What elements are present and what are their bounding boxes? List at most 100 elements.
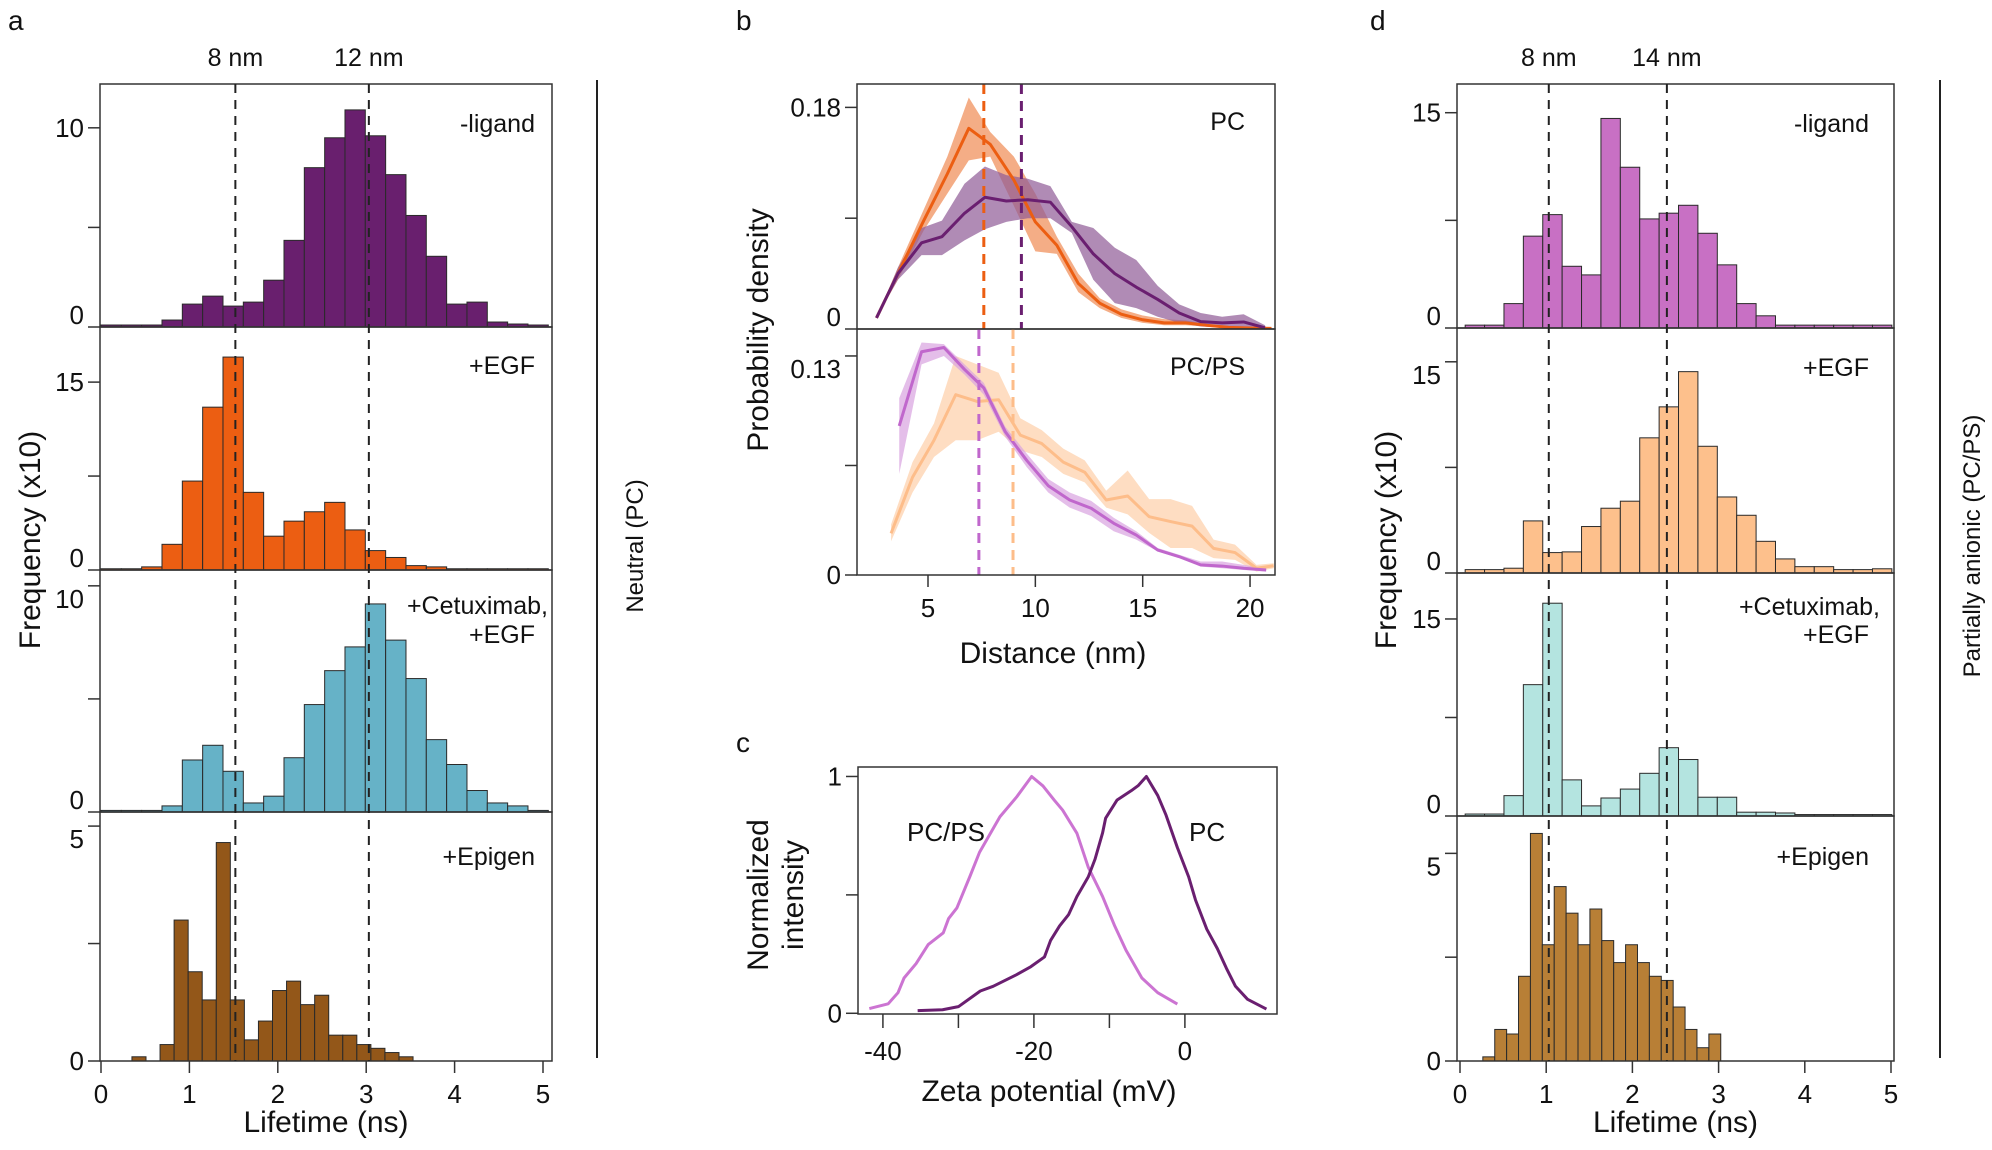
series-line [868, 774, 1179, 1011]
subplot-label: PC/PS [1170, 353, 1245, 381]
histogram-bar [1542, 214, 1563, 329]
histogram-bar [181, 480, 204, 571]
subplot-1: PC/PS [845, 328, 1276, 576]
tick-label: 0 [1427, 301, 1441, 331]
panel-letter: b [736, 5, 752, 36]
histogram-bar [222, 770, 244, 813]
tick-label: 4 [447, 1079, 461, 1109]
histogram-0: -ligand [1445, 83, 1895, 329]
histogram-bar [286, 980, 302, 1062]
histogram-bar [1581, 526, 1602, 574]
y-axis-label: Normalized [742, 819, 775, 971]
histogram-bar [1577, 944, 1591, 1062]
histogram-bar [181, 303, 204, 328]
subplot-0: PC [845, 83, 1276, 330]
tick-label: 3 [359, 1079, 373, 1109]
tick-label: 0 [94, 1079, 108, 1109]
histogram-bar [1529, 832, 1543, 1062]
histogram-bar [222, 305, 244, 328]
tick-label: 15 [1412, 604, 1441, 634]
tick-label: 10 [55, 584, 84, 614]
histogram-bar [1716, 496, 1738, 574]
histogram-bar [243, 1039, 259, 1062]
histogram-bar [242, 802, 265, 813]
histogram-bar [486, 802, 509, 813]
histogram-1: +EGF [1445, 327, 1895, 574]
histogram-bar [1601, 940, 1615, 1062]
histogram-bar [1658, 406, 1680, 574]
series-line [897, 346, 1267, 572]
histogram-bar [201, 999, 217, 1062]
x-axis-label: Zeta potential (mV) [921, 1075, 1176, 1108]
reference-line-label: 14 nm [1632, 44, 1701, 72]
histogram-bar [1613, 962, 1627, 1062]
histogram-bar [344, 646, 366, 813]
histogram-bar [466, 790, 488, 813]
histogram-bar [1716, 796, 1738, 817]
histogram-bar [159, 1044, 175, 1062]
subplot-label: +Cetuximab, [1739, 593, 1880, 621]
histogram-bar [1696, 1047, 1710, 1062]
histogram-0: -ligand [88, 83, 553, 328]
histogram-bar [1565, 912, 1579, 1062]
reference-line-label: 12 nm [334, 44, 403, 72]
histogram-bar [1678, 204, 1699, 329]
histogram-bar [202, 744, 224, 813]
tick-label: 5 [70, 824, 84, 854]
histogram-bar [1506, 1033, 1520, 1062]
histogram-bar [1755, 315, 1776, 329]
subplot-label: +EGF [469, 621, 535, 649]
histogram-bar [1684, 1028, 1698, 1062]
tick-label: -20 [1015, 1036, 1053, 1066]
histogram-bar [1672, 1006, 1686, 1062]
series-label: PC/PS [907, 817, 985, 847]
histogram-bar [1625, 944, 1638, 1062]
histogram-bar [405, 214, 427, 328]
tick-label: 0 [1453, 1079, 1467, 1109]
histogram-bar [328, 1034, 344, 1062]
subplot-label: +Cetuximab, [407, 592, 548, 620]
histogram-bar [303, 167, 326, 328]
histogram-bar [271, 990, 288, 1062]
panel-letter: a [8, 5, 24, 36]
tick-label: 4 [1798, 1079, 1812, 1109]
tick-label: 0 [70, 300, 84, 330]
tick-label: 0 [828, 998, 842, 1028]
histogram-bar [1639, 218, 1660, 329]
histogram-bar [303, 704, 326, 813]
histogram-2: +Cetuximab,+EGF [88, 569, 553, 813]
tick-label: 0 [1427, 789, 1441, 819]
histogram-bar [1589, 908, 1603, 1062]
histogram-bar [263, 795, 285, 813]
histogram-bar [1736, 514, 1757, 574]
series-line [875, 126, 1272, 329]
histogram-bar [1503, 795, 1524, 817]
histogram-bar [187, 971, 203, 1062]
histogram-bar [1600, 797, 1621, 817]
histogram-bar [446, 764, 468, 813]
subplot-frame [99, 811, 553, 1062]
tick-label: 20 [1236, 593, 1265, 623]
histogram-bar [1561, 265, 1583, 329]
histogram-bar [1619, 788, 1641, 817]
histogram-bar [161, 543, 183, 571]
tick-label: 15 [1412, 98, 1441, 128]
histogram-bar [161, 805, 183, 813]
histogram-bar [263, 279, 285, 328]
histogram-bar [344, 529, 366, 571]
histogram-2: +Cetuximab,+EGF [1445, 572, 1895, 817]
tick-label: 0 [827, 560, 841, 590]
histogram-bar [385, 556, 407, 571]
histogram-1: +EGF [88, 326, 553, 571]
series-line [875, 195, 1266, 329]
histogram-bar [257, 1020, 273, 1062]
subplot-label: +Epigen [443, 843, 535, 871]
histogram-bar [1542, 552, 1563, 574]
histogram-bar [1522, 235, 1544, 329]
histogram-bar [1774, 558, 1796, 574]
tick-label: 2 [1625, 1079, 1639, 1109]
panel-c: PC/PS PC Zeta potential (mV) Normalized inte… [742, 766, 1278, 1108]
confidence-band [876, 97, 1272, 329]
tick-label: 5 [536, 1079, 550, 1109]
